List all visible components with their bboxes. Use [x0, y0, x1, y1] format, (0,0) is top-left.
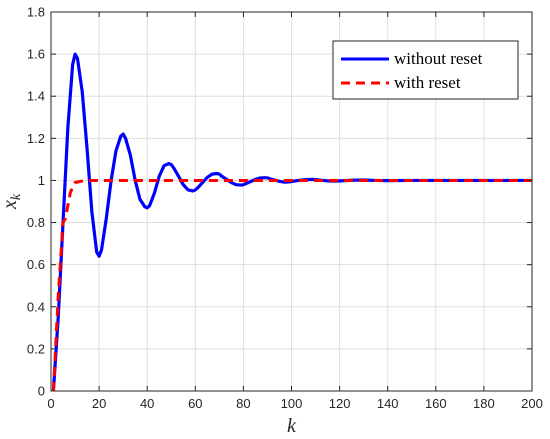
- x-tick-label: 180: [473, 396, 495, 411]
- y-tick-label: 1.8: [27, 5, 45, 20]
- y-tick-label: 0.6: [27, 257, 45, 272]
- y-tick-label: 0.4: [27, 299, 45, 314]
- y-tick-label: 1.6: [27, 47, 45, 62]
- x-tick-label: 100: [281, 396, 303, 411]
- x-tick-label: 140: [377, 396, 399, 411]
- legend-label-with-reset: with reset: [394, 73, 461, 92]
- x-tick-label: 60: [188, 396, 202, 411]
- x-tick-label: 120: [329, 396, 351, 411]
- y-axis-label-subscript: k: [9, 193, 24, 200]
- x-tick-label: 160: [425, 396, 447, 411]
- y-tick-label: 1.2: [27, 131, 45, 146]
- tick-labels: 0 20 40 60 80 100 120 140 160 180 200 0 0.2 0.4 0.6 0.8…: [27, 5, 543, 412]
- y-tick-label: 0.2: [27, 341, 45, 356]
- legend: without reset with reset: [332, 40, 519, 100]
- y-tick-label: 1.4: [27, 89, 45, 104]
- y-tick-label: 0.8: [27, 215, 45, 230]
- x-axis-label: k: [287, 415, 297, 437]
- x-tick-label: 0: [47, 396, 54, 411]
- x-tick-label: 200: [521, 396, 543, 411]
- y-axis-label: xk: [0, 193, 24, 210]
- y-tick-label: 0: [38, 384, 45, 399]
- y-tick-label: 1: [38, 173, 45, 188]
- series-layer: [51, 52, 532, 392]
- y-axis-label-base: x: [0, 200, 21, 210]
- series-line-without-reset: [51, 52, 532, 392]
- x-tick-label: 80: [236, 396, 250, 411]
- x-tick-label: 20: [92, 396, 106, 411]
- ticks: [50, 11, 533, 392]
- legend-label-without-reset: without reset: [394, 49, 483, 68]
- legend-box: [332, 40, 519, 100]
- x-tick-label: 40: [140, 396, 154, 411]
- series-line-with-reset: [51, 178, 532, 392]
